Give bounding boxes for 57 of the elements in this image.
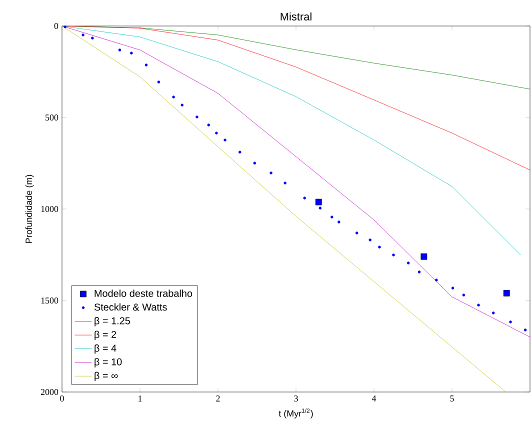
point	[91, 36, 94, 40]
x-tick-label: 5	[450, 396, 454, 402]
x-tick-label: 4	[372, 396, 376, 402]
point	[368, 238, 372, 242]
point	[509, 320, 512, 324]
point	[318, 206, 322, 210]
point	[82, 34, 84, 36]
point	[378, 246, 381, 248]
y-tick-label: 0	[54, 22, 58, 30]
point	[207, 124, 210, 126]
point	[462, 294, 466, 296]
legend-label: Steckler & Watts	[94, 303, 167, 311]
point	[435, 278, 438, 282]
point	[196, 116, 198, 118]
point	[338, 220, 340, 224]
point	[303, 196, 306, 200]
point	[144, 64, 148, 66]
x-tick-label: 1	[138, 396, 142, 402]
legend-label: β = 2	[94, 330, 116, 340]
y-tick-label: 500	[46, 114, 58, 121]
x-tick-label: 2	[216, 396, 220, 402]
point	[172, 96, 175, 98]
point	[330, 216, 334, 218]
point	[315, 198, 322, 206]
point	[355, 232, 358, 234]
y-tick-label: 1000	[41, 206, 58, 212]
point	[451, 286, 454, 290]
legend-label: β = 4	[94, 344, 116, 354]
x-tick-label: 0	[60, 396, 64, 402]
point	[180, 104, 184, 106]
legend-label: β = 1.25	[94, 317, 130, 326]
legend-label: Modelo deste trabalho	[94, 290, 192, 297]
point	[406, 262, 410, 264]
point	[130, 52, 133, 54]
y-tick-label: 1500	[41, 297, 58, 304]
point	[270, 172, 272, 174]
legend-label: β = ∞	[94, 372, 118, 382]
point	[392, 254, 395, 256]
x-axis-title: t (Myr$^{1/2}$)	[278, 408, 313, 418]
point	[477, 304, 480, 306]
legend-label: β = 10	[94, 358, 122, 368]
point	[238, 150, 242, 154]
chart-title: Mistral	[280, 12, 312, 20]
point	[492, 312, 495, 314]
point	[118, 48, 122, 52]
point	[503, 290, 510, 296]
point	[215, 132, 218, 134]
point	[253, 162, 256, 164]
point	[284, 182, 286, 184]
point	[64, 26, 67, 28]
point	[157, 80, 160, 84]
point	[420, 253, 428, 260]
y-tick-label: 2000	[40, 388, 58, 396]
point	[224, 138, 226, 142]
point	[418, 270, 421, 274]
y-axis-title: Profundidade (m)	[25, 174, 34, 243]
x-tick-label: 3	[294, 396, 298, 402]
